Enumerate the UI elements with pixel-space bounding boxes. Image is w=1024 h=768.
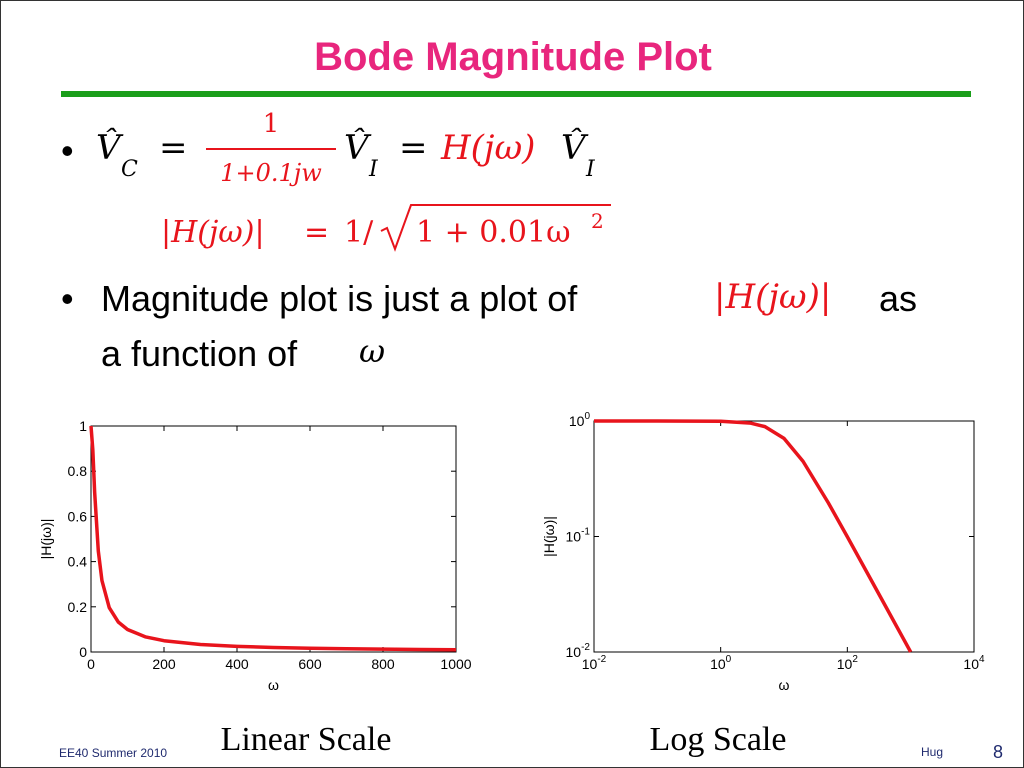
math: 1 [262, 109, 280, 139]
tick-label: 200 [152, 656, 176, 672]
plot-frame [593, 420, 975, 653]
math: 1/ [344, 215, 374, 250]
math: 1+0.1jw [220, 159, 322, 187]
tick-label-exp: 0 [584, 411, 590, 422]
tick-label: 0 [87, 656, 95, 672]
sqrt-sign [380, 204, 611, 252]
caption: Linear Scale [220, 721, 392, 758]
tick-label: 1 [79, 418, 87, 434]
plot-frame [90, 425, 457, 653]
math: 1 + 0.01ω [416, 215, 571, 250]
tick-label-base: 10 [569, 413, 585, 429]
math: = [159, 128, 188, 168]
tick-label: 800 [371, 656, 395, 672]
tick-label-base: 10 [837, 656, 853, 672]
math-sup: 2 [591, 209, 604, 233]
tick-label: 100 [569, 411, 591, 429]
tick-label-base: 10 [582, 656, 598, 672]
math: ω [359, 332, 386, 370]
tick-label-exp: 2 [852, 654, 858, 665]
tick-label: 10-2 [582, 654, 607, 672]
tick-label: 10-1 [566, 527, 591, 545]
tick-label: 600 [298, 656, 322, 672]
tick-label: 0.4 [68, 554, 88, 570]
y-axis-label: |H(jω)| [38, 519, 54, 560]
tick-label-exp: -2 [597, 654, 606, 665]
tick-label-exp: 4 [979, 654, 985, 665]
caption: Log Scale [649, 721, 787, 758]
page-number: 8 [993, 742, 1004, 762]
math: V̂ [344, 128, 369, 168]
math: |H(jω)| [714, 277, 832, 317]
math: |H(jω)| [161, 215, 265, 250]
tick-label-exp: 0 [726, 654, 732, 665]
math: H(jω) [441, 128, 536, 168]
title: Bode Magnitude Plot [314, 35, 712, 79]
tick-label: 0.2 [68, 599, 88, 615]
bullet-text: Magnitude plot is just a plot of [101, 278, 578, 319]
tick-label: 0 [79, 644, 87, 660]
x-axis-label: ω [268, 677, 279, 693]
tick-label: 10-2 [566, 642, 591, 660]
tick-label-exp: -1 [581, 527, 590, 538]
tick-label: 102 [837, 654, 859, 672]
bullet: • [61, 278, 74, 319]
tick-label: 1000 [440, 656, 471, 672]
tick-label: 104 [963, 654, 985, 672]
tick-label: 0.6 [68, 508, 88, 524]
math: V̂ [96, 128, 121, 168]
math-sub: I [586, 157, 595, 182]
tick-label: 400 [225, 656, 249, 672]
math: V̂ [561, 128, 586, 168]
math: = [399, 128, 428, 168]
tick-label-base: 10 [963, 656, 979, 672]
tick-label-exp: -2 [581, 642, 590, 653]
math-sub: C [121, 157, 138, 182]
tick-label: 0.8 [68, 463, 88, 479]
tick-label: 100 [710, 654, 732, 672]
tick-label-base: 10 [710, 656, 726, 672]
bullet: • [61, 130, 74, 171]
footer-left: EE40 Summer 2010 [59, 746, 168, 760]
fraction-bar [206, 148, 336, 150]
y-axis-label: |H(jω)| [541, 516, 557, 557]
tick-label-base: 10 [566, 529, 582, 545]
bullet-text: as [879, 278, 918, 319]
x-axis-label: ω [779, 677, 790, 693]
curve [89, 425, 457, 652]
curve [594, 419, 913, 653]
math-sub: I [369, 157, 378, 182]
tick-label-base: 10 [566, 644, 582, 660]
footer-author: Hug [921, 745, 944, 759]
math: = [304, 215, 330, 250]
rule [61, 91, 971, 97]
bullet-text: a function of [101, 333, 298, 374]
